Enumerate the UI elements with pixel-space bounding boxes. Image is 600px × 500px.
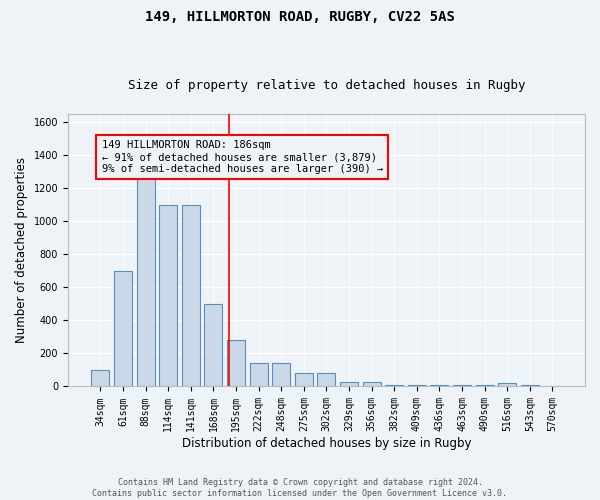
X-axis label: Distribution of detached houses by size in Rugby: Distribution of detached houses by size … [182, 437, 471, 450]
Text: Contains HM Land Registry data © Crown copyright and database right 2024.
Contai: Contains HM Land Registry data © Crown c… [92, 478, 508, 498]
Bar [317, 374, 335, 386]
Bar [227, 340, 245, 386]
Bar [114, 271, 132, 386]
Bar [340, 382, 358, 386]
Bar [385, 385, 403, 386]
Bar [408, 385, 426, 386]
Bar [205, 304, 223, 386]
Bar [250, 364, 268, 386]
Bar [272, 364, 290, 386]
Bar [476, 385, 494, 386]
Bar [137, 164, 155, 386]
Title: Size of property relative to detached houses in Rugby: Size of property relative to detached ho… [128, 79, 525, 92]
Bar [91, 370, 109, 386]
Bar [362, 382, 380, 386]
Bar [521, 385, 539, 386]
Text: 149 HILLMORTON ROAD: 186sqm
← 91% of detached houses are smaller (3,879)
9% of s: 149 HILLMORTON ROAD: 186sqm ← 91% of det… [101, 140, 383, 173]
Text: 149, HILLMORTON ROAD, RUGBY, CV22 5AS: 149, HILLMORTON ROAD, RUGBY, CV22 5AS [145, 10, 455, 24]
Bar [430, 385, 448, 386]
Y-axis label: Number of detached properties: Number of detached properties [15, 157, 28, 343]
Bar [498, 383, 516, 386]
Bar [159, 205, 177, 386]
Bar [295, 374, 313, 386]
Bar [453, 385, 471, 386]
Bar [182, 205, 200, 386]
